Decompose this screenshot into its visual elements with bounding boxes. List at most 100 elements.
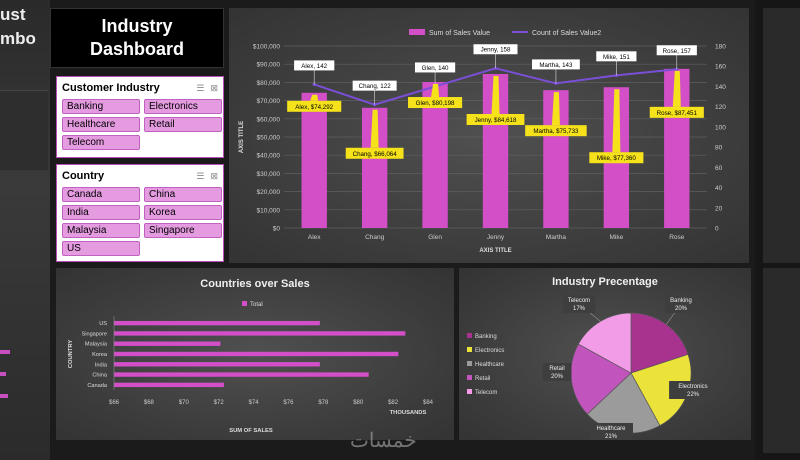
pie-slice — [570, 343, 632, 415]
legend-label: Electronics — [475, 348, 504, 354]
bar-data-label-box — [589, 152, 644, 164]
y-right-tick-label: 40 — [715, 185, 723, 192]
country-slicer[interactable]: Country ☰ ⊠ Canada China India Korea Mal… — [56, 164, 224, 262]
slicer-item-healthcare[interactable]: Healthcare — [62, 117, 140, 132]
callout-pointer — [370, 109, 379, 148]
bar-data-label-box — [649, 106, 704, 118]
x-tick-label: Alex — [308, 234, 321, 241]
y-left-tick-label: $50,000 — [257, 135, 281, 142]
slicer-item-canada[interactable]: Canada — [62, 187, 140, 202]
slicer-item-telecom[interactable]: Telecom — [62, 135, 140, 150]
legend-swatch — [467, 347, 472, 352]
bar — [114, 372, 369, 377]
y-left-tick-label: $80,000 — [257, 80, 281, 87]
pie-data-label: Banking — [670, 298, 692, 304]
callout-pointer — [672, 70, 681, 107]
pie-label-box — [669, 381, 717, 399]
y-right-tick-label: 120 — [715, 104, 726, 111]
slicer-title: Customer Industry — [62, 82, 160, 94]
bar-data-label-box — [525, 125, 587, 137]
line-data-label-box — [294, 60, 335, 71]
line-data-label-box — [352, 80, 397, 91]
bar — [114, 341, 221, 346]
industry-pie-chart[interactable]: Industry Precentage Banking Electronics Hea… — [459, 268, 751, 441]
chart-title: Industry Precentage — [552, 276, 658, 288]
x-tick-label: Jenny — [487, 234, 505, 241]
ghost-bar — [0, 372, 6, 376]
x-tick-label: $84 — [423, 400, 434, 406]
line-data-label-box — [656, 45, 697, 56]
bar — [114, 382, 224, 388]
clear-filter-icon[interactable]: ⊠ — [210, 82, 218, 93]
line-point — [493, 66, 498, 70]
legend-label: Banking — [475, 334, 497, 340]
ghost-panel — [763, 8, 800, 263]
x-tick-label: $70 — [179, 400, 190, 406]
y-tick-label: Singapore — [81, 331, 107, 337]
x-tick-label: $68 — [144, 400, 155, 406]
legend-label: Total — [250, 302, 263, 308]
line-point — [675, 67, 679, 71]
x-axis-title: SUM OF SALES — [229, 428, 273, 434]
x-tick-label: Glen — [428, 234, 442, 241]
industry-slicer[interactable]: Customer Industry ☰ ⊠ Banking Electronic… — [56, 76, 224, 158]
slicer-item-banking[interactable]: Banking — [62, 99, 140, 114]
y-left-tick-label: $10,000 — [257, 207, 281, 214]
slicer-title: Country — [62, 170, 105, 182]
y-left-tick-label: $40,000 — [257, 153, 281, 160]
x-tick-label: $76 — [283, 400, 294, 406]
line-data-label: Glen, 140 — [422, 65, 449, 72]
slicer-item-korea[interactable]: Korea — [144, 205, 222, 220]
bar-data-label-box — [408, 97, 463, 109]
line-data-label-box — [414, 62, 456, 73]
countries-sales-chart[interactable]: Countries over Sales Total US Singapore Mala… — [56, 268, 454, 440]
chart-title: Countries over Sales — [200, 278, 309, 290]
y-right-tick-label: 60 — [715, 165, 723, 172]
pie-data-label: Retail — [549, 366, 564, 372]
bar-data-label: Glen, $80,198 — [416, 100, 455, 107]
line-data-label-box — [473, 44, 518, 55]
x-tick-label: Martha — [546, 234, 567, 241]
callout-pointer — [551, 92, 560, 126]
slicer-item-retail[interactable]: Retail — [144, 117, 222, 132]
pie-label-box — [562, 295, 596, 313]
slicer-item-electronics[interactable]: Electronics — [144, 99, 222, 114]
bar — [114, 331, 406, 336]
callout-pointer — [310, 94, 319, 101]
dashboard-title-box: Industry Dashboard — [50, 8, 224, 68]
slicer-item-india[interactable]: India — [62, 205, 140, 220]
pie-data-label: 21% — [605, 434, 618, 440]
ghost-panel — [763, 268, 800, 453]
countries-chart-svg: Countries over Sales Total US Singapore Mala… — [68, 278, 434, 434]
legend-swatch — [467, 361, 472, 366]
x-tick-label: $74 — [249, 400, 260, 406]
callout-pointer — [491, 75, 500, 114]
line-data-label: Jenny, 158 — [481, 47, 511, 54]
background-sheet-right — [755, 0, 800, 460]
x-tick-label: $80 — [353, 400, 364, 406]
sales-combo-chart[interactable]: Sum of Sales Value Count of Sales Value2 $… — [229, 8, 749, 263]
pie-slice — [630, 312, 689, 374]
slicer-item-us[interactable]: US — [62, 241, 140, 256]
slicer-item-malaysia[interactable]: Malaysia — [62, 223, 140, 238]
callout-pointer — [431, 84, 440, 98]
pie-label-box — [664, 295, 698, 313]
y-left-tick-label: $90,000 — [257, 62, 281, 69]
clear-filter-icon[interactable]: ⊠ — [210, 170, 218, 181]
bar-data-label-box — [466, 113, 525, 125]
bar-data-label: Mike, $77,360 — [597, 155, 636, 162]
bar-data-label-box — [287, 100, 342, 112]
legend-label: Retail — [475, 376, 490, 382]
multi-select-icon[interactable]: ☰ — [196, 82, 205, 93]
y-left-tick-label: $30,000 — [257, 171, 281, 178]
slicer-item-china[interactable]: China — [144, 187, 222, 202]
pie-data-label: 17% — [573, 306, 586, 312]
legend-label: Healthcare — [475, 362, 505, 368]
y-tick-label: Malaysia — [85, 342, 108, 348]
slicer-item-singapore[interactable]: Singapore — [144, 223, 222, 238]
bar — [114, 320, 320, 326]
pie-data-label: Electronics — [678, 384, 707, 390]
multi-select-icon[interactable]: ☰ — [196, 170, 205, 181]
y-left-tick-label: $100,000 — [253, 44, 280, 51]
x-tick-label: $66 — [109, 400, 120, 406]
